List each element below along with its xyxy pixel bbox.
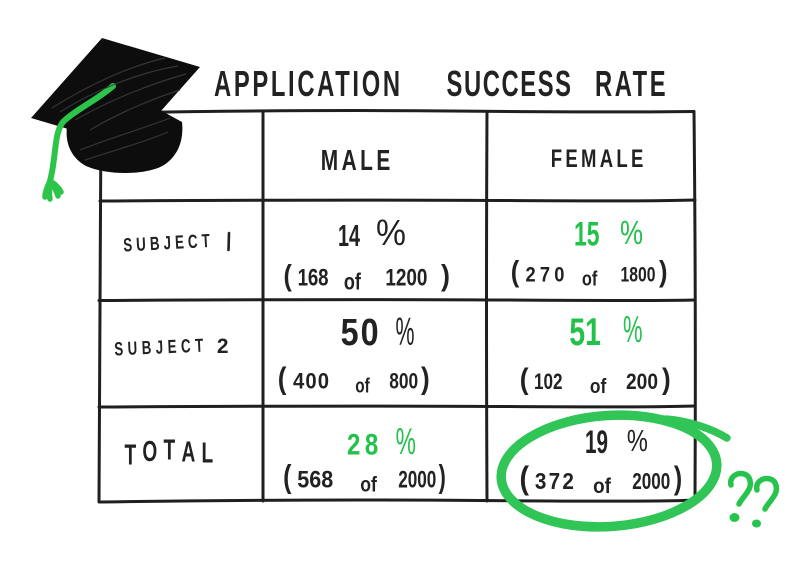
svg-text:400: 400 — [293, 369, 330, 394]
svg-text:1200: 1200 — [385, 263, 427, 291]
svg-text:): ) — [441, 259, 450, 293]
svg-text:of: of — [355, 375, 370, 397]
svg-text:14: 14 — [338, 217, 360, 253]
svg-text:): ) — [662, 362, 671, 395]
svg-text:19: 19 — [585, 424, 608, 460]
svg-text:(: ( — [283, 460, 292, 496]
svg-text:28: 28 — [347, 427, 383, 461]
svg-text:SUBJECT: SUBJECT — [123, 231, 215, 257]
svg-text:(: ( — [520, 361, 529, 395]
svg-text:): ) — [421, 361, 430, 396]
svg-text:168: 168 — [298, 264, 329, 291]
svg-text:of: of — [344, 269, 361, 295]
svg-text:): ) — [439, 458, 446, 494]
svg-text:(: ( — [511, 255, 520, 288]
svg-text:of: of — [582, 267, 598, 290]
svg-text:%: % — [396, 420, 416, 462]
svg-text:SUBJECT: SUBJECT — [114, 335, 208, 360]
svg-text:MALE: MALE — [321, 145, 394, 177]
svg-text:(: ( — [520, 462, 530, 497]
svg-text:): ) — [659, 255, 668, 288]
svg-text:(: ( — [284, 258, 293, 292]
svg-text:800: 800 — [389, 369, 418, 394]
svg-text:of: of — [360, 473, 377, 497]
svg-text:2: 2 — [217, 335, 229, 358]
svg-text:51: 51 — [569, 311, 600, 354]
svg-text:%: % — [376, 213, 406, 253]
svg-text:2000: 2000 — [398, 467, 436, 494]
svg-text:%: % — [627, 423, 648, 458]
svg-text:50: 50 — [341, 312, 381, 354]
svg-text:200: 200 — [626, 370, 658, 395]
svg-text:): ) — [674, 461, 682, 497]
svg-text:%: % — [623, 309, 643, 350]
svg-text:of: of — [590, 375, 607, 397]
svg-text:%: % — [620, 215, 643, 252]
svg-text:APPLICATION: APPLICATION — [214, 64, 403, 104]
svg-text:TOTAL: TOTAL — [125, 435, 220, 472]
svg-text:270: 270 — [526, 263, 569, 287]
svg-text:(: ( — [278, 361, 287, 396]
svg-text:1800: 1800 — [621, 262, 656, 286]
svg-text:568: 568 — [297, 465, 333, 493]
svg-text:372: 372 — [535, 468, 576, 494]
svg-text:%: % — [396, 310, 415, 353]
svg-text:SUCCESS: SUCCESS — [447, 64, 573, 104]
svg-text:102: 102 — [534, 370, 562, 395]
svg-text:RATE: RATE — [595, 64, 668, 104]
svg-text:of: of — [593, 475, 611, 498]
svg-text:FEMALE: FEMALE — [551, 144, 647, 172]
svg-text:15: 15 — [574, 216, 599, 254]
svg-text:2000: 2000 — [632, 470, 670, 495]
